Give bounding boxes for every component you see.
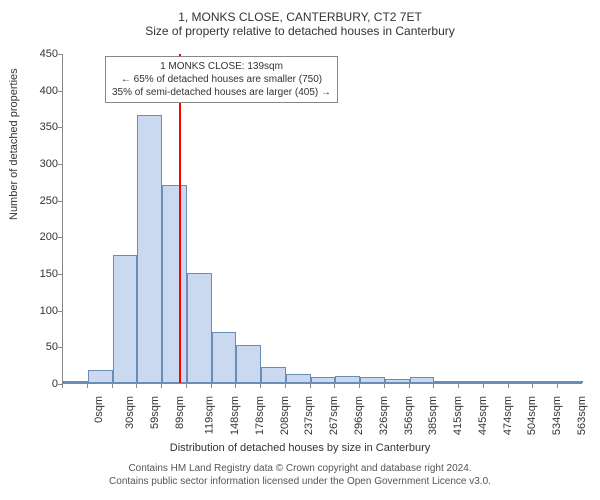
x-tick-label: 385sqm bbox=[427, 396, 439, 435]
x-tick-label: 59sqm bbox=[149, 396, 161, 429]
histogram-bar bbox=[360, 377, 385, 383]
y-axis-label: Number of detached properties bbox=[8, 68, 20, 220]
histogram-bar bbox=[137, 115, 162, 383]
plot-area: 1 MONKS CLOSE: 139sqm← 65% of detached h… bbox=[62, 54, 582, 384]
x-tick-label: 474sqm bbox=[502, 396, 514, 435]
histogram-bar bbox=[484, 381, 509, 383]
y-tick-label: 0 bbox=[22, 378, 58, 390]
histogram-bar bbox=[187, 273, 212, 383]
reference-line bbox=[179, 54, 181, 383]
x-tick-label: 119sqm bbox=[204, 396, 216, 434]
histogram-bar bbox=[434, 381, 459, 383]
histogram-bar bbox=[212, 332, 237, 383]
x-axis-label: Distribution of detached houses by size … bbox=[0, 442, 600, 454]
histogram-bar bbox=[162, 185, 187, 383]
footnote: Contains HM Land Registry data © Crown c… bbox=[0, 462, 600, 488]
x-tick-label: 356sqm bbox=[403, 396, 415, 435]
x-tick-label: 445sqm bbox=[477, 396, 489, 435]
x-tick-label: 208sqm bbox=[279, 396, 291, 435]
y-tick-label: 250 bbox=[22, 195, 58, 207]
histogram-bar bbox=[113, 255, 138, 383]
histogram-bar bbox=[236, 345, 261, 383]
x-tick-label: 415sqm bbox=[452, 396, 464, 435]
x-tick-label: 89sqm bbox=[174, 396, 186, 429]
y-tick-label: 100 bbox=[22, 305, 58, 317]
x-tick-label: 296sqm bbox=[353, 396, 365, 435]
y-tick-label: 50 bbox=[22, 341, 58, 353]
histogram-bar bbox=[509, 381, 534, 383]
x-tick-label: 237sqm bbox=[304, 396, 316, 435]
x-tick-label: 267sqm bbox=[328, 396, 340, 435]
y-tick-label: 200 bbox=[22, 231, 58, 243]
x-tick-label: 178sqm bbox=[254, 396, 266, 435]
x-tick-label: 326sqm bbox=[378, 396, 390, 435]
x-tick-label: 30sqm bbox=[124, 396, 136, 429]
y-tick-label: 450 bbox=[22, 48, 58, 60]
histogram-bar bbox=[335, 376, 360, 383]
chart-title-address: 1, MONKS CLOSE, CANTERBURY, CT2 7ET bbox=[0, 10, 600, 24]
histogram-bar bbox=[459, 381, 484, 383]
x-tick-label: 504sqm bbox=[526, 396, 538, 435]
x-tick-label: 148sqm bbox=[229, 396, 241, 435]
histogram-bar bbox=[410, 377, 435, 383]
x-tick-label: 0sqm bbox=[93, 396, 105, 423]
histogram-bar bbox=[88, 370, 113, 383]
histogram-bar bbox=[286, 374, 311, 383]
histogram-bar bbox=[558, 381, 583, 383]
y-tick-label: 150 bbox=[22, 268, 58, 280]
x-tick-label: 534sqm bbox=[551, 396, 563, 435]
histogram-bar bbox=[311, 377, 336, 383]
y-tick-label: 400 bbox=[22, 85, 58, 97]
chart-subtitle: Size of property relative to detached ho… bbox=[0, 24, 600, 38]
footnote-line1: Contains HM Land Registry data © Crown c… bbox=[0, 462, 600, 475]
histogram-bar bbox=[63, 381, 88, 383]
annotation-box: 1 MONKS CLOSE: 139sqm← 65% of detached h… bbox=[105, 56, 338, 103]
y-tick-label: 300 bbox=[22, 158, 58, 170]
y-tick-label: 350 bbox=[22, 121, 58, 133]
footnote-line2: Contains public sector information licen… bbox=[0, 475, 600, 488]
histogram-bar bbox=[385, 379, 410, 383]
histogram-bar bbox=[533, 381, 558, 383]
histogram-bar bbox=[261, 367, 286, 383]
property-size-histogram: 1, MONKS CLOSE, CANTERBURY, CT2 7ET Size… bbox=[0, 10, 600, 485]
x-tick-label: 563sqm bbox=[576, 396, 588, 435]
